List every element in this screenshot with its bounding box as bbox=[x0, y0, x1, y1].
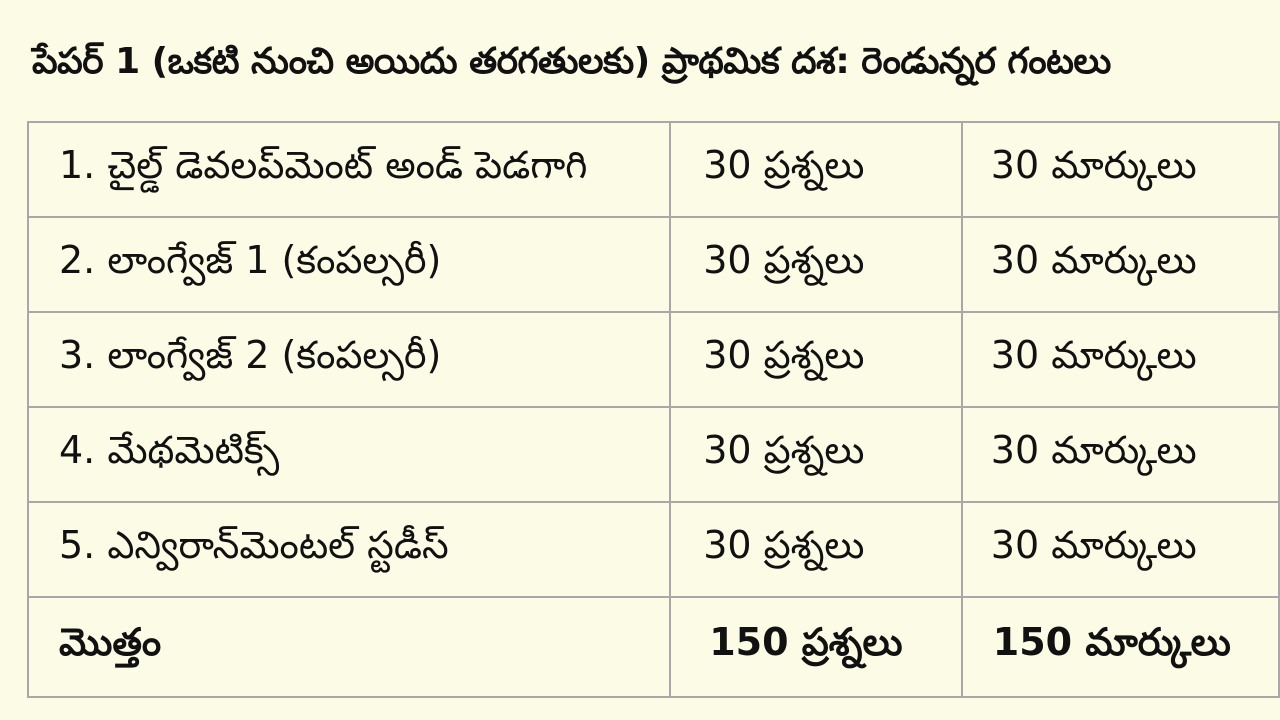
total-marks: 150 మార్కులు bbox=[960, 596, 1280, 698]
page-title: పేపర్ 1 (ఒకటి నుంచి అయిదు తరగతులకు) ప్రా… bbox=[32, 41, 1111, 82]
table-row: 1. చైల్డ్ డెవలప్‌మెంట్ అండ్ పెడగాగి 30 ప… bbox=[26, 121, 1280, 218]
subject-cell: 5. ఎన్విరాన్‌మెంటల్ స్టడీస్ bbox=[26, 501, 672, 598]
table-row: 5. ఎన్విరాన్‌మెంటల్ స్టడీస్ 30 ప్రశ్నలు … bbox=[26, 501, 1280, 598]
total-label: మొత్తం bbox=[26, 596, 672, 698]
marks-cell: 30 మార్కులు bbox=[960, 501, 1280, 598]
marks-cell: 30 మార్కులు bbox=[960, 216, 1280, 313]
marks-cell: 30 మార్కులు bbox=[960, 121, 1280, 218]
table-row: 3. లాంగ్వేజ్ 2 (కంపల్సరీ) 30 ప్రశ్నలు 30… bbox=[26, 311, 1280, 408]
questions-cell: 30 ప్రశ్నలు bbox=[669, 216, 963, 313]
total-row: మొత్తం 150 ప్రశ్నలు 150 మార్కులు bbox=[26, 596, 1280, 698]
questions-cell: 30 ప్రశ్నలు bbox=[669, 311, 963, 408]
table-row: 2. లాంగ్వేజ్ 1 (కంపల్సరీ) 30 ప్రశ్నలు 30… bbox=[26, 216, 1280, 313]
questions-cell: 30 ప్రశ్నలు bbox=[669, 121, 963, 218]
exam-pattern-table: 1. చైల్డ్ డెవలప్‌మెంట్ అండ్ పెడగాగి 30 ప… bbox=[26, 121, 1280, 698]
subject-cell: 1. చైల్డ్ డెవలప్‌మెంట్ అండ్ పెడగాగి bbox=[26, 121, 672, 218]
subject-cell: 2. లాంగ్వేజ్ 1 (కంపల్సరీ) bbox=[26, 216, 672, 313]
marks-cell: 30 మార్కులు bbox=[960, 311, 1280, 408]
total-questions: 150 ప్రశ్నలు bbox=[669, 596, 963, 698]
questions-cell: 30 ప్రశ్నలు bbox=[669, 501, 963, 598]
questions-cell: 30 ప్రశ్నలు bbox=[669, 406, 963, 503]
table-row: 4. మేథమెటిక్స్ 30 ప్రశ్నలు 30 మార్కులు bbox=[26, 406, 1280, 503]
subject-cell: 3. లాంగ్వేజ్ 2 (కంపల్సరీ) bbox=[26, 311, 672, 408]
marks-cell: 30 మార్కులు bbox=[960, 406, 1280, 503]
subject-cell: 4. మేథమెటిక్స్ bbox=[26, 406, 672, 503]
